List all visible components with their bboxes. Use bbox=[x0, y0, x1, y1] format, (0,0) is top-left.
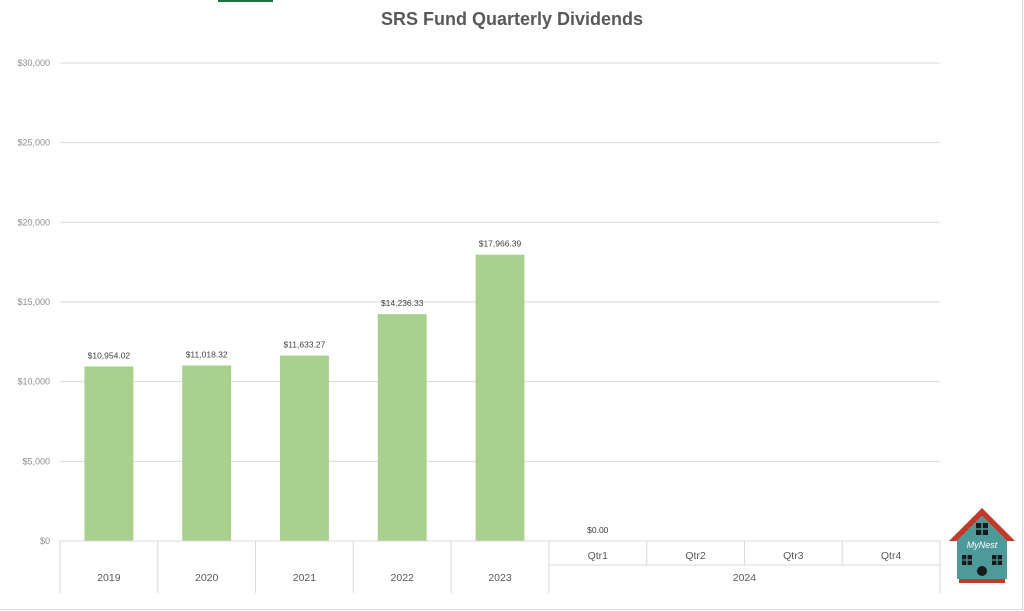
bar bbox=[475, 254, 525, 541]
chart-title: SRS Fund Quarterly Dividends bbox=[380, 9, 644, 29]
x-tick-label: 2021 bbox=[293, 572, 317, 584]
y-tick-label: $30,000 bbox=[17, 58, 50, 68]
x-tick-label: Qtr1 bbox=[588, 550, 609, 562]
y-tick-label: $5,000 bbox=[22, 456, 50, 466]
data-label: $10,954.02 bbox=[88, 350, 131, 360]
y-tick-label: $20,000 bbox=[17, 217, 50, 227]
y-tick-label: $15,000 bbox=[17, 297, 50, 307]
x-group-label: 2024 bbox=[733, 572, 757, 584]
data-label: $17,966.39 bbox=[479, 239, 522, 249]
data-label: $11,018.32 bbox=[186, 349, 228, 359]
x-tick-label: Qtr2 bbox=[685, 550, 706, 562]
bar bbox=[280, 355, 329, 541]
svg-text:MyNest: MyNest bbox=[967, 540, 998, 550]
selected-tab-indicator bbox=[218, 0, 273, 2]
bar bbox=[377, 314, 427, 541]
data-label: $14,236.33 bbox=[381, 298, 424, 308]
bar bbox=[84, 366, 134, 541]
x-tick-label: 2019 bbox=[97, 572, 121, 584]
y-tick-label: $0 bbox=[40, 536, 50, 546]
data-label: $0.00 bbox=[587, 525, 609, 535]
x-tick-label: 2022 bbox=[391, 572, 415, 584]
y-tick-label: $25,000 bbox=[17, 138, 50, 148]
x-tick-label: 2020 bbox=[195, 572, 219, 584]
data-label: $11,633.27 bbox=[283, 340, 325, 350]
mynest-logo: MyNest bbox=[945, 505, 1019, 585]
x-tick-label: 2023 bbox=[488, 572, 512, 584]
birdhouse-icon: MyNest bbox=[949, 508, 1015, 583]
x-tick-label: Qtr3 bbox=[783, 550, 804, 562]
y-tick-label: $10,000 bbox=[17, 377, 50, 387]
bar bbox=[182, 365, 232, 541]
x-tick-label: Qtr4 bbox=[881, 550, 902, 562]
